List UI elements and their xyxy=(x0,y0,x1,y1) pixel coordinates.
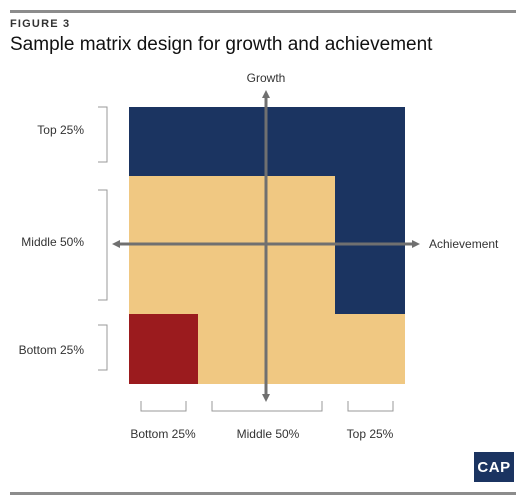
row-bracket-bottom xyxy=(98,324,108,371)
col-bracket-top xyxy=(347,401,394,412)
col-bracket-bottom xyxy=(140,401,187,412)
figure-label: FIGURE 3 xyxy=(10,18,71,30)
col-label-middle: Middle 50% xyxy=(237,427,300,441)
achievement-axis-label: Achievement xyxy=(429,237,499,251)
row-label-middle: Middle 50% xyxy=(21,235,84,249)
region-red xyxy=(129,314,198,384)
row-label-bottom: Bottom 25% xyxy=(19,343,85,357)
row-bracket-middle xyxy=(98,189,108,301)
col-label-top: Top 25% xyxy=(347,427,394,441)
figure-title: Sample matrix design for growth and achi… xyxy=(10,34,433,55)
row-bracket-top xyxy=(98,106,108,163)
bottom-rule xyxy=(10,492,516,495)
col-label-bottom: Bottom 25% xyxy=(130,427,196,441)
top-rule xyxy=(10,10,516,13)
cap-logo: CAP xyxy=(474,452,514,482)
col-bracket-middle xyxy=(211,401,323,412)
row-label-top: Top 25% xyxy=(37,123,84,137)
growth-axis-label: Growth xyxy=(247,71,286,85)
